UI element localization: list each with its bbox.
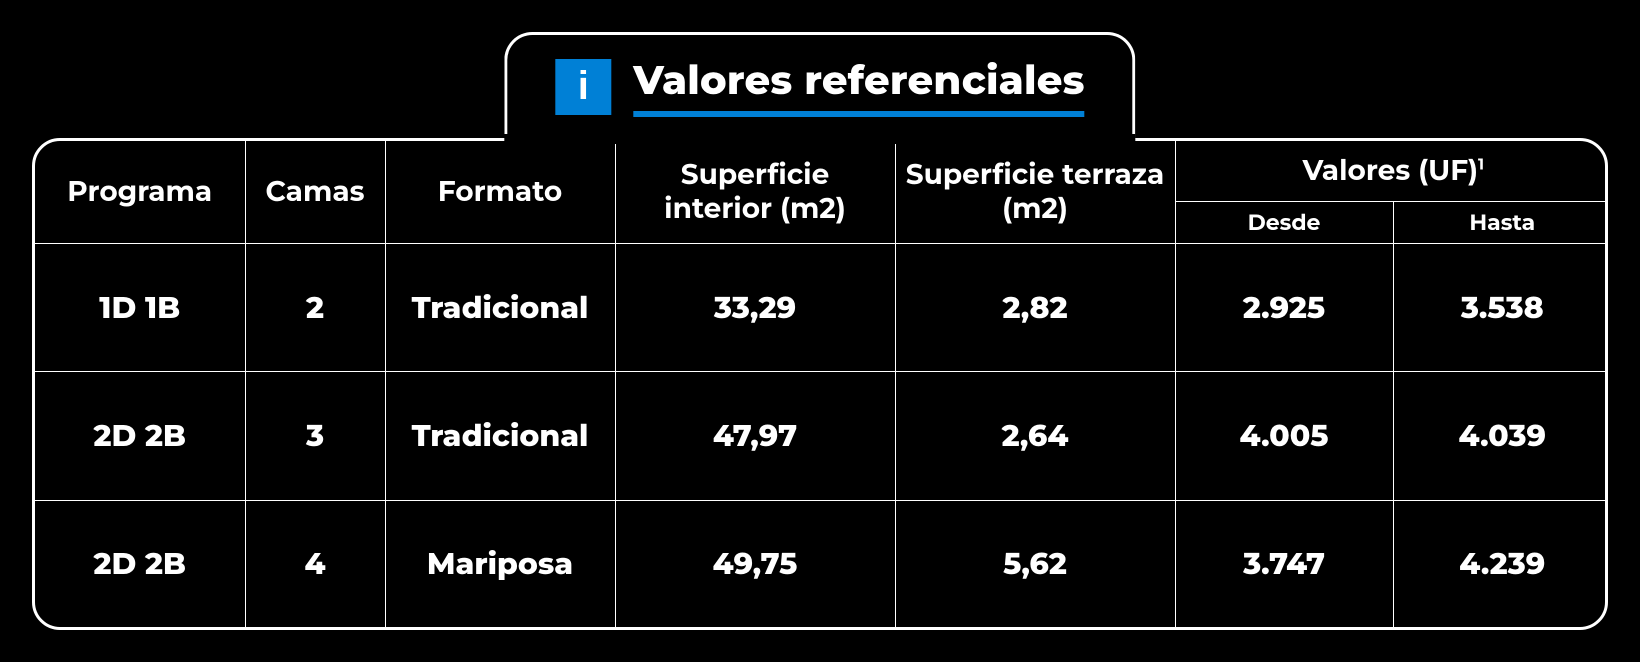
cell-programa: 1D 1B — [35, 243, 245, 372]
col-subheader-desde: Desde — [1175, 201, 1393, 243]
cell-formato: Tradicional — [385, 372, 615, 501]
cell-valores-hasta: 4.039 — [1393, 372, 1608, 501]
table-row: 2D 2B 3 Tradicional 47,97 2,64 4.005 4.0… — [35, 372, 1608, 501]
cell-programa: 2D 2B — [35, 500, 245, 627]
col-header-valores-footnote: 1 — [1478, 154, 1484, 173]
page-title: Valores referenciales — [633, 56, 1084, 117]
col-header-programa: Programa — [35, 141, 245, 243]
col-header-valores-group: Valores (UF)1 — [1175, 141, 1608, 201]
cell-valores-hasta: 3.538 — [1393, 243, 1608, 372]
info-icon — [555, 59, 611, 115]
cell-camas: 2 — [245, 243, 385, 372]
cell-superficie-interior: 49,75 — [615, 500, 895, 627]
cell-programa: 2D 2B — [35, 372, 245, 501]
reference-values-table: Programa Camas Formato Superficie interi… — [32, 138, 1608, 630]
cell-valores-hasta: 4.239 — [1393, 500, 1608, 627]
col-header-superficie-interior: Superficie interior (m2) — [615, 141, 895, 243]
cell-superficie-interior: 47,97 — [615, 372, 895, 501]
cell-valores-desde: 3.747 — [1175, 500, 1393, 627]
title-tab: Valores referenciales — [504, 32, 1135, 138]
cell-camas: 3 — [245, 372, 385, 501]
col-subheader-hasta: Hasta — [1393, 201, 1608, 243]
table-row: 1D 1B 2 Tradicional 33,29 2,82 2.925 3.5… — [35, 243, 1608, 372]
table-body: 1D 1B 2 Tradicional 33,29 2,82 2.925 3.5… — [35, 243, 1608, 627]
table-row: 2D 2B 4 Mariposa 49,75 5,62 3.747 4.239 — [35, 500, 1608, 627]
col-header-camas: Camas — [245, 141, 385, 243]
cell-valores-desde: 4.005 — [1175, 372, 1393, 501]
cell-formato: Mariposa — [385, 500, 615, 627]
cell-superficie-terraza: 2,82 — [895, 243, 1175, 372]
cell-valores-desde: 2.925 — [1175, 243, 1393, 372]
cell-camas: 4 — [245, 500, 385, 627]
col-header-superficie-terraza: Superficie terraza (m2) — [895, 141, 1175, 243]
cell-superficie-terraza: 2,64 — [895, 372, 1175, 501]
col-header-valores-label: Valores (UF) — [1302, 154, 1478, 188]
col-header-formato: Formato — [385, 141, 615, 243]
cell-superficie-interior: 33,29 — [615, 243, 895, 372]
cell-formato: Tradicional — [385, 243, 615, 372]
cell-superficie-terraza: 5,62 — [895, 500, 1175, 627]
